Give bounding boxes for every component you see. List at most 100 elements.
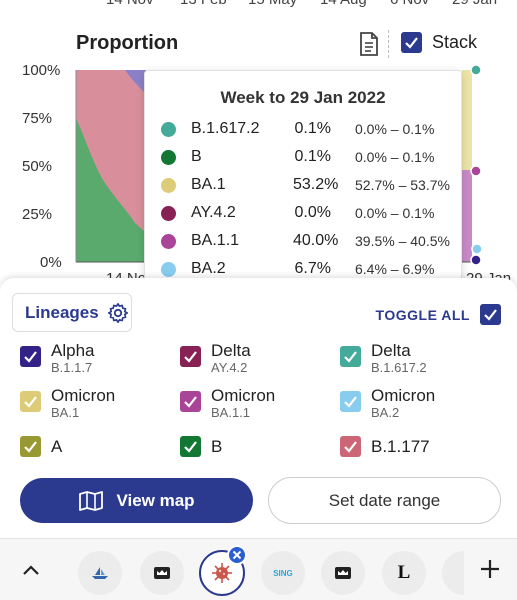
header-divider (388, 30, 389, 58)
lineage-name: A (51, 437, 63, 456)
lineage-checkbox[interactable] (180, 346, 201, 367)
series-point (470, 64, 482, 76)
tooltip-range: 39.5% – 40.5% (355, 233, 450, 249)
lineage-name: Delta (371, 341, 411, 360)
lineage-item[interactable]: Alpha B.1.1.7 (20, 341, 94, 375)
tooltip-value: 6.7% (294, 260, 331, 277)
tab-sing-favicon[interactable]: SING (261, 551, 305, 595)
letter-l-favicon: L (397, 562, 411, 583)
top-axis-tick: 14 Nov (106, 0, 154, 8)
legend-dot (161, 206, 176, 221)
lineage-checkbox[interactable] (20, 346, 41, 367)
view-map-label: View map (116, 490, 195, 510)
tab-crown-favicon[interactable] (140, 551, 184, 595)
series-point (471, 243, 483, 255)
lineage-item[interactable]: Omicron BA.1.1 (180, 386, 275, 420)
crown-icon (154, 567, 170, 579)
chart-area-yellow (462, 70, 472, 262)
legend-dot (161, 262, 176, 277)
virus-icon (212, 563, 232, 583)
tooltip-lineage: B (191, 148, 202, 165)
lineage-item[interactable]: B (180, 434, 222, 460)
lineage-code: AY.4.2 (211, 360, 248, 375)
lineage-item[interactable]: Delta B.1.617.2 (340, 341, 427, 375)
toggle-all-checkbox[interactable] (480, 304, 501, 325)
top-axis-tick: 6 Nov (390, 0, 429, 8)
legend-dot (161, 178, 176, 193)
sing-favicon-text: SING (273, 568, 293, 578)
lineage-checkbox[interactable] (180, 391, 201, 412)
lineage-item[interactable]: Omicron BA.2 (340, 386, 435, 420)
check-icon (184, 396, 197, 408)
view-map-button[interactable]: View map (20, 478, 253, 523)
chart-title: Proportion (76, 32, 179, 54)
tooltip-range: 52.7% – 53.7% (355, 177, 450, 193)
tooltip-value: 40.0% (293, 232, 339, 249)
tooltip-range: 6.4% – 6.9% (355, 261, 435, 277)
lineage-checkbox[interactable] (20, 391, 41, 412)
legend-dot (161, 234, 176, 249)
tab-letter-l-favicon[interactable]: L (382, 551, 426, 595)
set-date-range-button[interactable]: Set date range (268, 477, 501, 524)
lineages-panel: Lineages TOGGLE ALL Alpha B.1.1.7 Delta AY… (0, 278, 517, 538)
lineage-item[interactable]: Delta AY.4.2 (180, 341, 251, 375)
lineage-item[interactable]: Omicron BA.1 (20, 386, 115, 420)
chevron-up-icon[interactable] (18, 559, 44, 581)
plus-icon[interactable] (478, 557, 502, 581)
stack-checkbox[interactable] (401, 32, 422, 53)
tooltip-row: BA.1.1 40.0% 39.5% – 40.5% (145, 231, 463, 255)
check-icon (344, 441, 357, 453)
tooltip-lineage: BA.1.1 (191, 232, 240, 249)
chart-area-magenta (462, 170, 472, 262)
y-tick: 50% (22, 158, 53, 175)
top-axis-tick: 14 Aug (320, 0, 367, 8)
tooltip-value: 53.2% (293, 176, 339, 193)
tooltip-title: Week to 29 Jan 2022 (220, 88, 386, 107)
lineage-name: Alpha (51, 341, 95, 360)
tooltip-lineage: BA.2 (191, 260, 226, 277)
tab-boat-favicon[interactable] (78, 551, 122, 595)
lineage-checkbox[interactable] (20, 436, 41, 457)
tooltip-lineage: B.1.617.2 (191, 120, 260, 137)
lineage-code: B.1.617.2 (371, 360, 427, 375)
lineage-code: BA.1 (51, 405, 80, 420)
proportion-chart[interactable]: 100% 75% 50% 25% 0% 14 No 29 Jan (0, 58, 517, 287)
y-tick: 100% (22, 62, 61, 79)
y-tick: 25% (22, 206, 53, 223)
lineage-name: B.1.177 (371, 437, 430, 456)
y-tick: 0% (40, 254, 62, 271)
chart-area-purple (125, 70, 146, 94)
lineage-code: BA.2 (371, 405, 400, 420)
toggle-all-label: TOGGLE ALL (375, 306, 470, 323)
lineage-item[interactable]: A (20, 434, 62, 460)
tooltip-value: 0.1% (294, 148, 331, 165)
y-tick: 75% (22, 110, 53, 127)
lineage-name: Delta (211, 341, 251, 360)
toggle-all[interactable]: TOGGLE ALL (376, 304, 501, 325)
browser-tab-strip: SING L (0, 538, 517, 600)
top-axis-tick: 15 May (248, 0, 297, 8)
legend-dot (161, 150, 176, 165)
check-icon (24, 441, 37, 453)
check-icon (344, 396, 357, 408)
lineage-item[interactable]: B.1.177 (340, 434, 430, 460)
chart-tooltip: Week to 29 Jan 2022 B.1.617.2 0.1% 0.0% … (144, 70, 462, 282)
top-axis-tick: 13 Feb (180, 0, 227, 8)
lineage-name: Omicron (51, 386, 116, 405)
tab-crown-favicon[interactable] (321, 551, 365, 595)
lineage-checkbox[interactable] (340, 436, 361, 457)
lineage-checkbox[interactable] (180, 436, 201, 457)
close-tab-icon[interactable] (227, 545, 247, 565)
tooltip-row: BA.1 53.2% 52.7% – 53.7% (145, 175, 463, 199)
tab-partial-favicon[interactable] (442, 551, 464, 595)
lineage-checkbox[interactable] (340, 391, 361, 412)
legend-dot (161, 122, 176, 137)
download-document-icon[interactable] (357, 31, 381, 57)
series-point (470, 254, 482, 266)
tooltip-lineage: BA.1 (191, 176, 226, 193)
lineage-checkbox[interactable] (340, 346, 361, 367)
tooltip-lineage: AY.4.2 (191, 204, 236, 221)
check-icon (184, 351, 197, 363)
stack-toggle[interactable]: Stack (401, 32, 477, 53)
lineages-settings-button[interactable]: Lineages (12, 293, 132, 332)
